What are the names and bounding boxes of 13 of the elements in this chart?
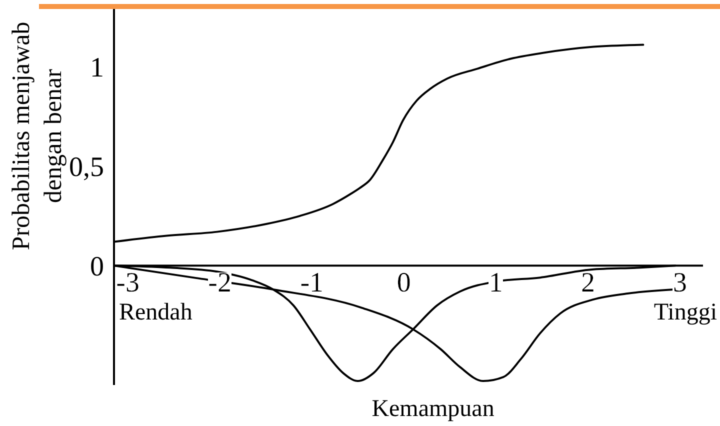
x-tick-label: 2 [580, 268, 595, 299]
annotation: Tinggi [654, 300, 718, 326]
y-tick-label: 1 [90, 52, 104, 84]
y-tick-label: 0,5 [69, 152, 104, 184]
x-tick-label: -1 [300, 268, 324, 299]
annotation: Rendah [119, 300, 192, 326]
x-tick-label: 3 [672, 268, 687, 299]
x-tick-label: -3 [116, 268, 140, 299]
x-axis-title: Kemampuan [372, 396, 494, 422]
x-tick-label: -2 [208, 268, 232, 299]
x-tick-label: 0 [396, 268, 411, 299]
y-axis-title: Probabilitas menjawab dengan benar [8, 22, 67, 250]
x-tick-label: 1 [488, 268, 503, 299]
